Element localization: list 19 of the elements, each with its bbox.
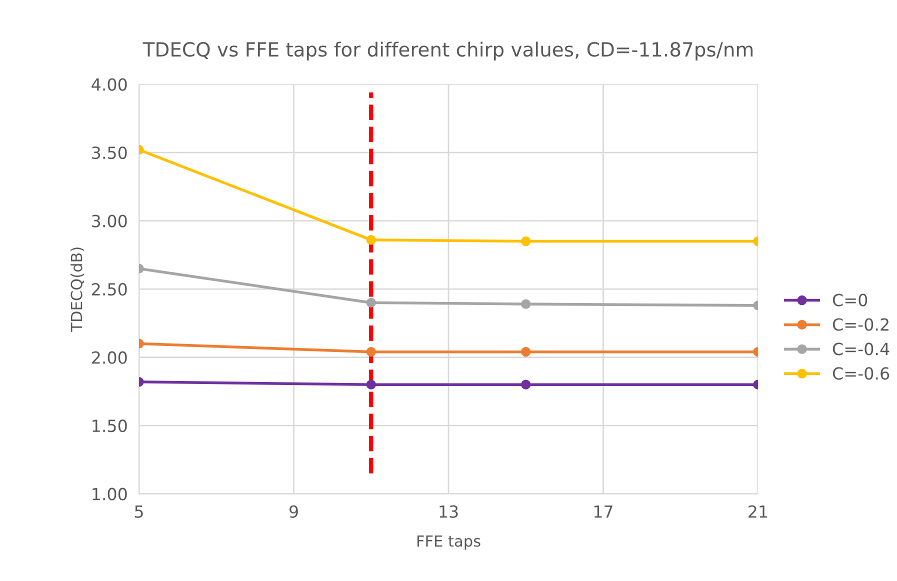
y-tick-label: 3.50 — [92, 146, 127, 160]
y-axis-title: TDECQ(dB) — [70, 248, 84, 332]
y-tick-label: 1.50 — [92, 420, 127, 432]
x-tick-label: 9 — [290, 505, 298, 518]
legend-label: C=-0.2 — [832, 318, 888, 331]
x-tick-label: 21 — [748, 505, 768, 518]
chart-title: TDECQ vs FFE taps for different chirp values, CD=-11.87ps/nm — [142, 42, 753, 61]
x-tick-label: 13 — [440, 505, 458, 518]
x-axis-title: FFE taps — [417, 535, 480, 550]
y-tick-label: 2.50 — [92, 283, 127, 296]
legend-label: C=-0.4 — [832, 342, 890, 356]
x-tick-label: 17 — [594, 505, 612, 518]
y-tick-label: 1.00 — [92, 488, 127, 500]
legend-label: C=-0.6 — [832, 367, 890, 380]
x-tick-label: 5 — [135, 505, 143, 518]
y-tick-label: 4.00 — [92, 78, 127, 91]
legend-label: C=0 — [832, 294, 868, 306]
y-tick-label: 2.00 — [92, 351, 127, 364]
y-tick-label: 3.00 — [92, 214, 127, 228]
